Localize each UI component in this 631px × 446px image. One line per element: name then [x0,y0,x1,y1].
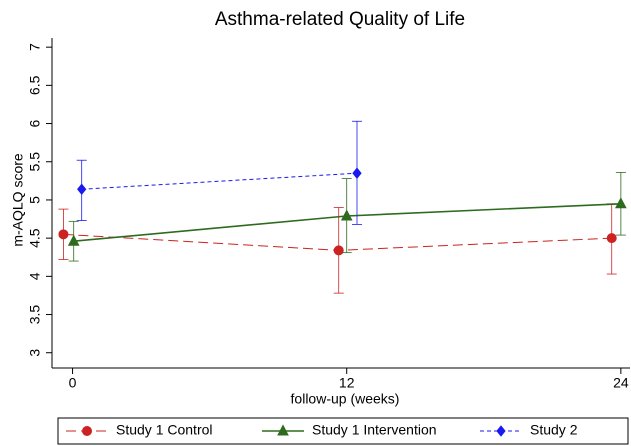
y-tick-label: 5 [27,196,43,204]
marker [352,167,362,180]
y-tick-label: 4.5 [27,228,43,248]
legend-marker [277,424,289,436]
marker [615,197,627,209]
marker [58,229,69,240]
marker [77,183,87,196]
x-tick-label: 24 [613,375,629,391]
x-tick-label: 0 [69,375,77,391]
y-tick-label: 4 [27,272,43,280]
series-line [81,172,358,190]
y-axis-label: m-AQLQ score [10,153,26,247]
legend-label: Study 2 [530,422,578,438]
x-tick-label: 12 [339,375,355,391]
y-tick-label: 3.5 [27,305,43,325]
x-axis-label: follow-up (weeks) [291,391,400,407]
y-tick-label: 6.5 [27,75,43,95]
marker [67,234,80,246]
marker [340,209,353,221]
y-tick-label: 6 [27,119,43,127]
legend-marker [82,426,92,436]
y-tick-label: 7 [27,43,43,51]
legend-box [57,417,629,445]
y-tick-label: 3 [27,349,43,357]
marker [333,245,344,256]
legend-marker [496,425,506,437]
y-tick-label: 5.5 [27,152,43,172]
legend-label: Study 1 Control [116,422,213,438]
chart-title: Asthma-related Quality of Life [215,9,465,30]
marker [606,233,617,244]
legend-label: Study 1 Intervention [312,422,437,438]
